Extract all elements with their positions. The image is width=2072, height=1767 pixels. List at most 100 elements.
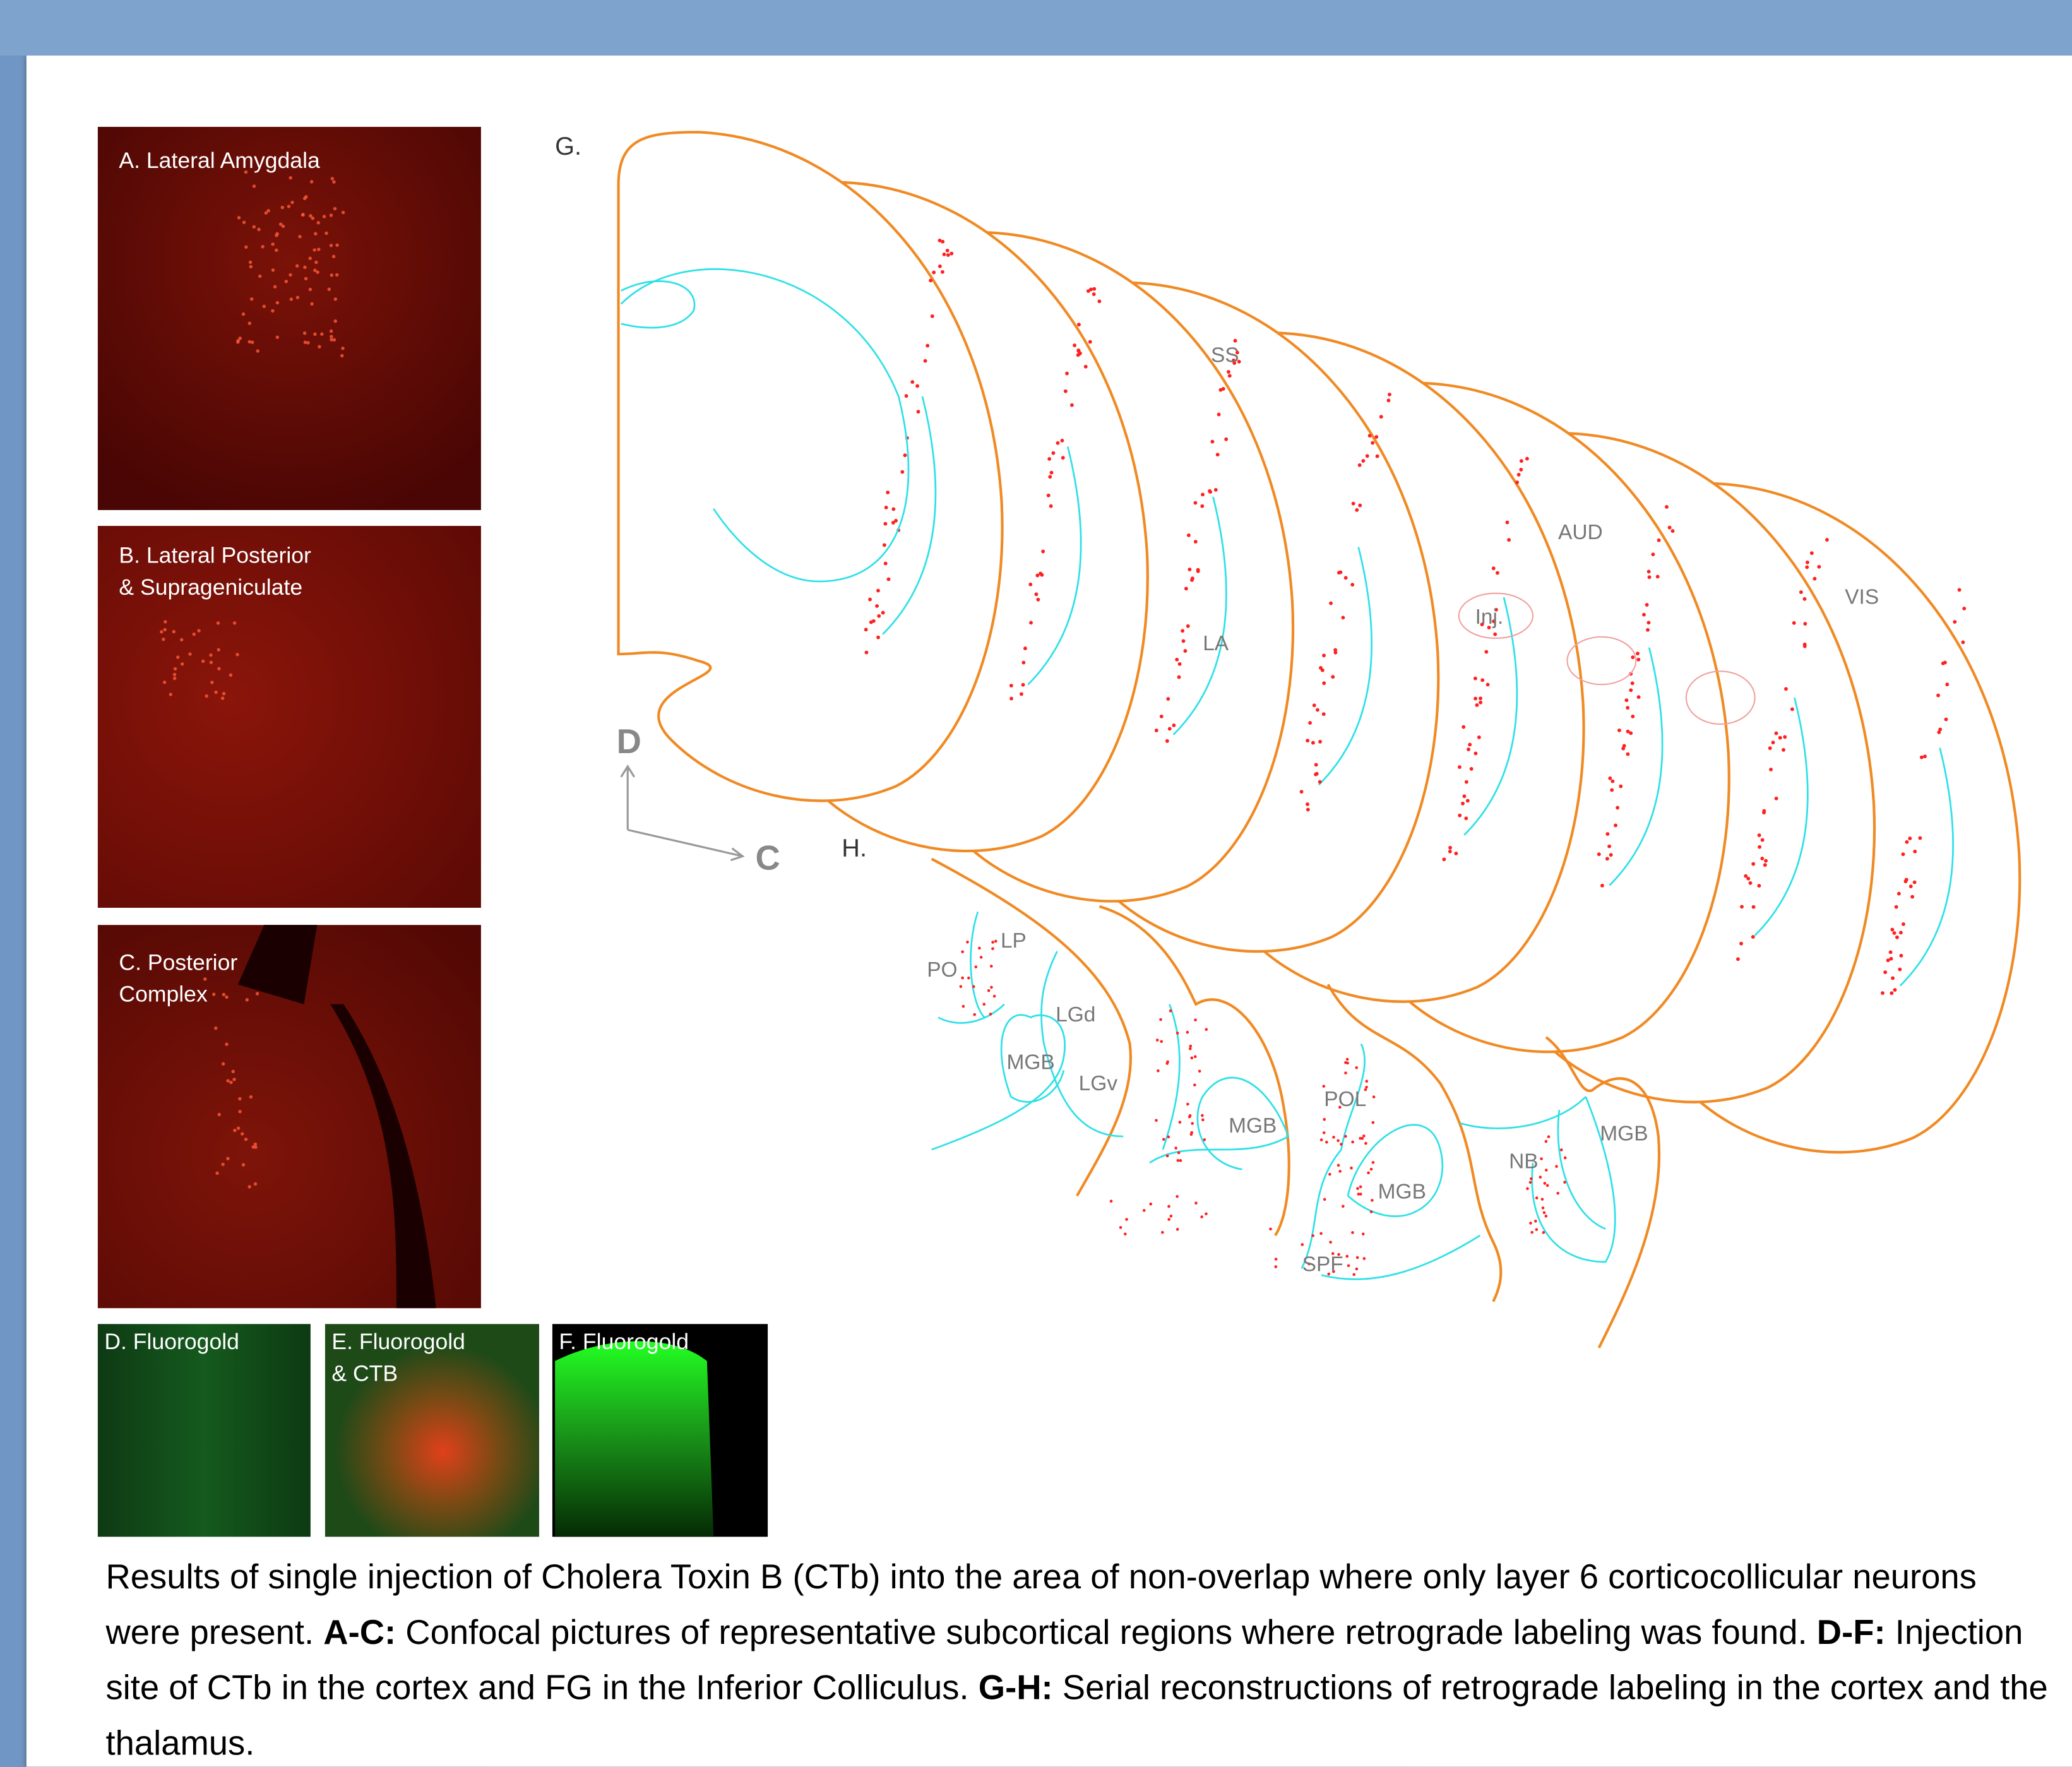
labeled-neuron	[966, 941, 969, 944]
labeled-neuron	[1607, 845, 1611, 848]
labeled-neuron	[1191, 1122, 1194, 1125]
labeled-neuron	[1665, 505, 1669, 509]
labeled-neuron	[1210, 440, 1214, 444]
labeled-neuron	[1355, 1268, 1359, 1271]
labeled-neuron	[1560, 1148, 1563, 1151]
labeled-neuron	[1340, 1143, 1343, 1146]
labeled-neuron	[1061, 439, 1064, 443]
labeled-neuron	[1178, 662, 1182, 666]
labeled-neuron	[1319, 666, 1323, 670]
labeled-cell	[244, 1138, 247, 1141]
labeled-neuron	[1534, 1220, 1537, 1223]
labeled-neuron	[1092, 287, 1096, 291]
labeled-neuron	[1520, 459, 1523, 463]
labeled-cell	[222, 1062, 225, 1065]
labeled-neuron	[1179, 1159, 1182, 1162]
labeled-neuron	[1474, 677, 1477, 681]
labeled-neuron	[1047, 494, 1051, 497]
labeled-neuron	[1778, 736, 1782, 740]
labeled-neuron	[1162, 1138, 1165, 1141]
labeled-neuron	[1191, 1057, 1194, 1060]
labeled-neuron	[1806, 561, 1809, 564]
labeled-neuron	[1540, 1157, 1543, 1160]
labeled-neuron	[1143, 1209, 1146, 1212]
labeled-neuron	[991, 947, 994, 950]
region-label: MGB	[1229, 1114, 1277, 1138]
labeled-cell	[330, 338, 333, 341]
labeled-neuron	[1224, 437, 1228, 441]
labeled-cell	[164, 628, 167, 631]
labeled-neuron	[1346, 1062, 1349, 1065]
labeled-cell	[250, 297, 253, 300]
labeled-neuron	[905, 394, 908, 398]
labeled-neuron	[1064, 390, 1068, 393]
photo-f-tissue	[555, 1342, 713, 1537]
labeled-neuron	[1352, 502, 1355, 506]
labeled-neuron	[1626, 706, 1629, 710]
labeled-neuron	[877, 614, 881, 618]
nucleus-boundary	[1302, 1044, 1480, 1280]
labeled-neuron	[1167, 1218, 1170, 1221]
labeled-neuron	[1636, 651, 1640, 655]
poster: SSLAAUDInj.VIS POLPLGdMGBLGvMGBPOLMGBSPF…	[0, 0, 2072, 1766]
labeled-neuron	[1217, 413, 1221, 417]
labeled-neuron	[1507, 538, 1511, 542]
labeled-cell	[295, 264, 299, 267]
labeled-neuron	[993, 995, 996, 998]
labeled-neuron	[1358, 463, 1362, 467]
labeled-cell	[318, 345, 321, 348]
labeled-neuron	[1342, 1205, 1345, 1208]
labeled-cell	[238, 1110, 241, 1113]
labeled-neuron	[1323, 1118, 1326, 1121]
caption-text: Confocal pictures of representative subc…	[396, 1612, 1817, 1652]
labeled-neuron	[881, 611, 885, 615]
labeled-neuron	[1314, 763, 1318, 767]
labeled-neuron	[1817, 565, 1821, 569]
labeled-cell	[296, 295, 299, 299]
labeled-neuron	[1953, 620, 1956, 624]
labeled-neuron	[1313, 703, 1316, 707]
labeled-neuron	[1155, 1119, 1158, 1122]
labeled-neuron	[1883, 970, 1887, 974]
labeled-neuron	[1910, 895, 1914, 899]
labeled-cell	[237, 1126, 240, 1129]
labeled-neuron	[1306, 739, 1309, 742]
labeled-neuron	[1909, 884, 1913, 888]
labeled-neuron	[1535, 1196, 1539, 1199]
labeled-neuron	[982, 1003, 985, 1006]
labeled-neuron	[1474, 697, 1477, 701]
labeled-neuron	[1370, 1210, 1373, 1213]
labeled-cell	[217, 648, 220, 651]
labeled-neuron	[1897, 892, 1901, 896]
labeled-neuron	[1187, 533, 1191, 537]
labeled-cell	[160, 630, 163, 633]
panel-label: B. Lateral Posterior	[119, 543, 311, 568]
labeled-neuron	[1323, 1131, 1326, 1134]
labeled-cell	[249, 265, 253, 268]
labeled-cell	[238, 1097, 241, 1100]
region-label: MGB	[1600, 1122, 1648, 1145]
labeled-neuron	[1089, 287, 1093, 291]
axis-arrowheads	[621, 766, 743, 860]
labeled-neuron	[1193, 1083, 1196, 1086]
labeled-neuron	[1168, 727, 1172, 731]
labeled-neuron	[1479, 696, 1482, 700]
labeled-cell	[229, 1081, 232, 1084]
labeled-neuron	[1889, 950, 1893, 954]
labeled-neuron	[1379, 415, 1383, 419]
labeled-neuron	[1351, 1231, 1354, 1234]
labeled-cell	[214, 691, 217, 694]
labeled-neuron	[929, 278, 932, 282]
labeled-neuron	[991, 941, 994, 944]
labeled-neuron	[1355, 1066, 1358, 1069]
labeled-cell	[203, 977, 206, 980]
labeled-neuron	[987, 989, 991, 992]
caption-bold: D-F:	[1817, 1612, 1886, 1652]
labeled-neuron	[938, 265, 942, 268]
labeled-neuron	[1372, 1161, 1375, 1164]
labeled-neuron	[1893, 988, 1897, 992]
nucleus-boundary	[1460, 1097, 1615, 1262]
labeled-neuron	[946, 249, 950, 253]
labeled-neuron	[1344, 576, 1348, 580]
labeled-neuron	[1642, 613, 1646, 617]
